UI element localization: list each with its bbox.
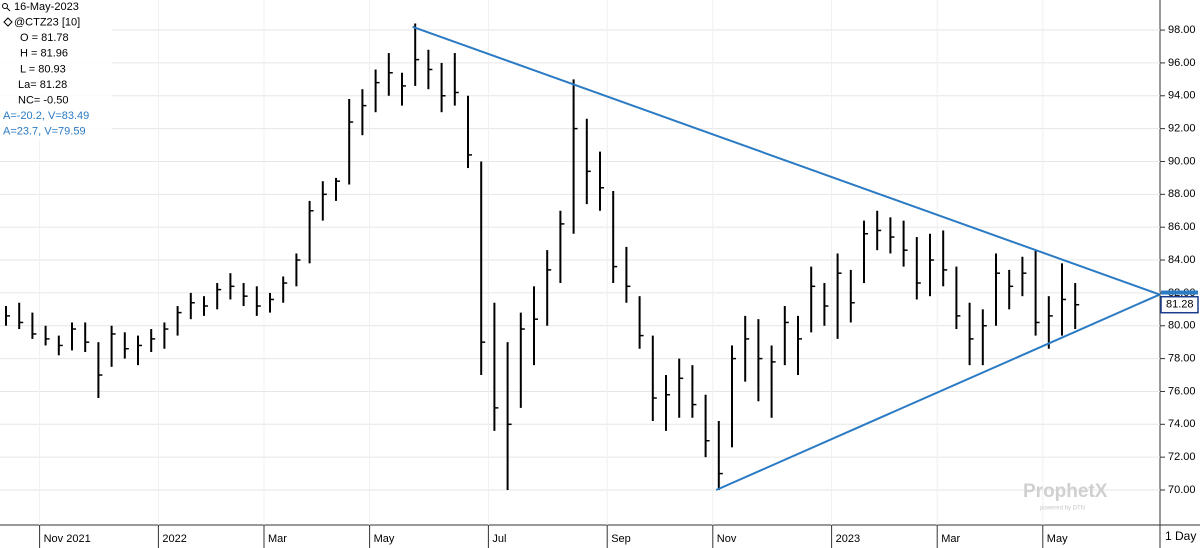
trendline <box>412 25 1161 296</box>
y-tick-label: 72.00 <box>1168 451 1196 463</box>
trendline <box>715 293 1161 491</box>
trendline-tag <box>1161 290 1198 295</box>
search-icon <box>2 3 8 9</box>
y-tick-label: 96.00 <box>1168 57 1196 69</box>
x-tick-label: Mar <box>268 533 287 545</box>
y-tick-label: 78.00 <box>1168 353 1196 365</box>
info-line: O = 81.78 <box>20 32 69 44</box>
y-tick-label: 90.00 <box>1168 155 1196 167</box>
x-tick-label: Nov <box>717 533 737 545</box>
watermark-sub: powered by DTN <box>1040 506 1085 512</box>
x-tick-label: Nov 2021 <box>44 533 91 545</box>
info-line: La= 81.28 <box>18 79 67 91</box>
y-tick-label: 98.00 <box>1168 24 1196 36</box>
y-tick-label: 94.00 <box>1168 90 1196 102</box>
y-tick-label: 74.00 <box>1168 418 1196 430</box>
y-tick-label: 88.00 <box>1168 188 1196 200</box>
y-tick-label: 80.00 <box>1168 320 1196 332</box>
x-tick-label: 2022 <box>162 533 186 545</box>
x-tick-label: May <box>1047 533 1068 545</box>
info-line: NC= -0.50 <box>18 95 68 107</box>
trendline-info: A=23.7, V=79.59 <box>3 126 86 138</box>
info-panel <box>0 0 112 140</box>
search-icon <box>6 7 11 12</box>
y-tick-label: 76.00 <box>1168 385 1196 397</box>
trendline-info: A=-20.2, V=83.49 <box>3 110 89 122</box>
info-line: 16-May-2023 <box>14 1 79 13</box>
symbol-icon <box>3 17 13 27</box>
info-line: @CTZ23 [10] <box>14 17 80 29</box>
x-tick-label: Sep <box>611 533 631 545</box>
price-tag <box>1160 295 1199 314</box>
y-tick-label: 70.00 <box>1168 484 1196 496</box>
watermark: ProphetX <box>1023 481 1108 502</box>
y-tick-label: 86.00 <box>1168 221 1196 233</box>
info-line: H = 81.96 <box>20 48 68 60</box>
x-tick-label: Mar <box>941 533 960 545</box>
x-tick-label: Jul <box>492 533 506 545</box>
y-tick-label: 92.00 <box>1168 123 1196 135</box>
x-tick-label: May <box>374 533 395 545</box>
x-tick-label: 2023 <box>836 533 860 545</box>
price-tag-label: 81.28 <box>1166 299 1194 311</box>
interval-label: 1 Day <box>1165 529 1196 543</box>
info-line: L = 80.93 <box>20 63 66 75</box>
y-tick-label: 84.00 <box>1168 254 1196 266</box>
